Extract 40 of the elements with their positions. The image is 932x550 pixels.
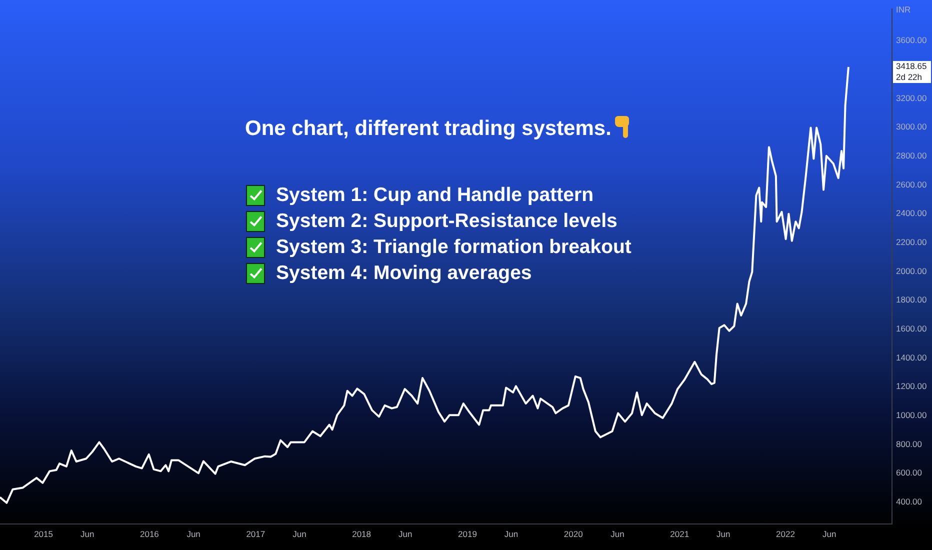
y-tick-label: 2800.00 <box>896 150 927 160</box>
x-tick-label: 2015 <box>34 529 54 540</box>
x-tick-label: Jun <box>186 529 201 540</box>
text: One chart, different trading systems. <box>245 116 612 141</box>
y-tick-label: 2600.00 <box>896 179 927 190</box>
annotation: System 3: Triangle formation breakout <box>276 236 632 258</box>
text: 3418.65 <box>896 60 927 71</box>
y-tick-label: 1800.00 <box>896 294 927 305</box>
x-tick-label: Jun <box>610 529 625 540</box>
annotation: System 2: Support-Resistance levels <box>276 210 618 232</box>
y-tick-label: 1000.00 <box>896 410 927 420</box>
x-tick-label: Jun <box>398 529 412 540</box>
x-tick-label: 2017 <box>246 529 266 540</box>
y-tick-label: 2000.00 <box>896 266 927 276</box>
y-axis-title: INR <box>896 4 911 15</box>
x-tick-label: Jun <box>504 529 518 540</box>
y-tick-label: 800.00 <box>896 438 922 449</box>
x-tick-label: 2016 <box>140 529 160 540</box>
x-tick-label: Jun <box>716 529 731 540</box>
annotation: System 4: Moving averages <box>276 262 532 284</box>
y-tick-label: 3000.00 <box>896 122 927 132</box>
x-tick-label: 2019 <box>458 529 478 540</box>
y-tick-label: 1200.00 <box>896 381 927 392</box>
y-tick-label: 600.00 <box>896 468 922 478</box>
x-tick-label: Jun <box>822 529 836 540</box>
y-tick-label: 3600.00 <box>896 35 927 46</box>
y-tick-label: 2200.00 <box>896 237 927 248</box>
y-tick-label: 2400.00 <box>896 208 927 218</box>
y-tick-label: 1400.00 <box>896 352 927 362</box>
y-tick-label: 3200.00 <box>896 92 927 103</box>
x-tick-label: 2020 <box>564 529 584 540</box>
x-tick-label: 2021 <box>670 529 690 540</box>
x-tick-label: 2022 <box>776 529 796 540</box>
x-tick-label: Jun <box>292 529 307 540</box>
text: 2d 22h <box>896 72 922 82</box>
x-tick-label: Jun <box>80 529 94 540</box>
annotation: System 1: Cup and Handle pattern <box>276 184 594 206</box>
x-tick-label: 2018 <box>352 529 372 540</box>
y-tick-label: 400.00 <box>896 496 922 507</box>
y-tick-label: 1600.00 <box>896 324 927 334</box>
